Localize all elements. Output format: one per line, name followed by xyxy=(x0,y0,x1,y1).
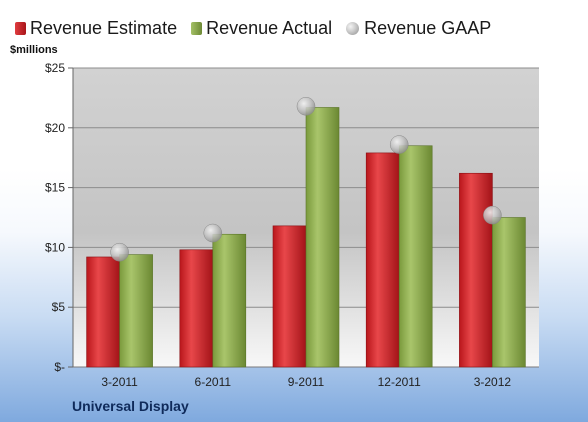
y-tick-label: $15 xyxy=(45,181,65,195)
marker-revenue-gaap xyxy=(296,97,316,116)
x-tick-label: 9-2011 xyxy=(288,375,325,389)
bar-revenue-estimate xyxy=(179,249,214,368)
bar-revenue-actual xyxy=(305,107,340,368)
x-tick-label: 3-2012 xyxy=(474,375,512,389)
bar-revenue-estimate xyxy=(86,256,120,368)
marker-revenue-gaap xyxy=(203,223,223,243)
bar-revenue-actual xyxy=(119,254,153,368)
legend-label-actual: Revenue Actual xyxy=(206,17,333,38)
legend-item-actual: Revenue Actual xyxy=(191,18,332,39)
bar-revenue-actual xyxy=(212,233,247,368)
legend-marker-gaap xyxy=(346,21,360,35)
y-tick-label: $- xyxy=(54,360,65,374)
x-tick-label: 6-2011 xyxy=(195,375,232,389)
x-tick-label: 3-2011 xyxy=(101,375,138,389)
company-name: Universal Display xyxy=(72,398,189,414)
bar-revenue-estimate xyxy=(272,225,307,368)
y-tick-label: $25 xyxy=(45,61,65,75)
legend-label-gaap: Revenue GAAP xyxy=(364,17,492,38)
bar-revenue-actual xyxy=(492,217,526,368)
legend-swatch-estimate xyxy=(15,21,26,35)
y-tick-label: $5 xyxy=(52,300,66,314)
y-tick-label: $20 xyxy=(45,121,65,135)
y-axis-unit-label: $millions xyxy=(10,44,58,56)
x-tick-label: 12-2011 xyxy=(378,375,421,389)
marker-revenue-gaap xyxy=(110,242,129,262)
legend-item-estimate: Revenue Estimate xyxy=(15,18,177,39)
legend: Revenue Estimate Revenue Actual Revenue … xyxy=(15,17,505,39)
bar-revenue-estimate xyxy=(459,172,493,368)
bar-revenue-estimate xyxy=(365,152,400,368)
marker-revenue-gaap xyxy=(389,135,409,154)
bar-revenue-actual xyxy=(398,145,433,368)
legend-swatch-actual xyxy=(191,21,203,35)
legend-item-gaap: Revenue GAAP xyxy=(346,18,491,39)
y-tick-label: $10 xyxy=(45,240,65,254)
legend-label-estimate: Revenue Estimate xyxy=(30,17,178,38)
marker-revenue-gaap xyxy=(483,205,502,225)
